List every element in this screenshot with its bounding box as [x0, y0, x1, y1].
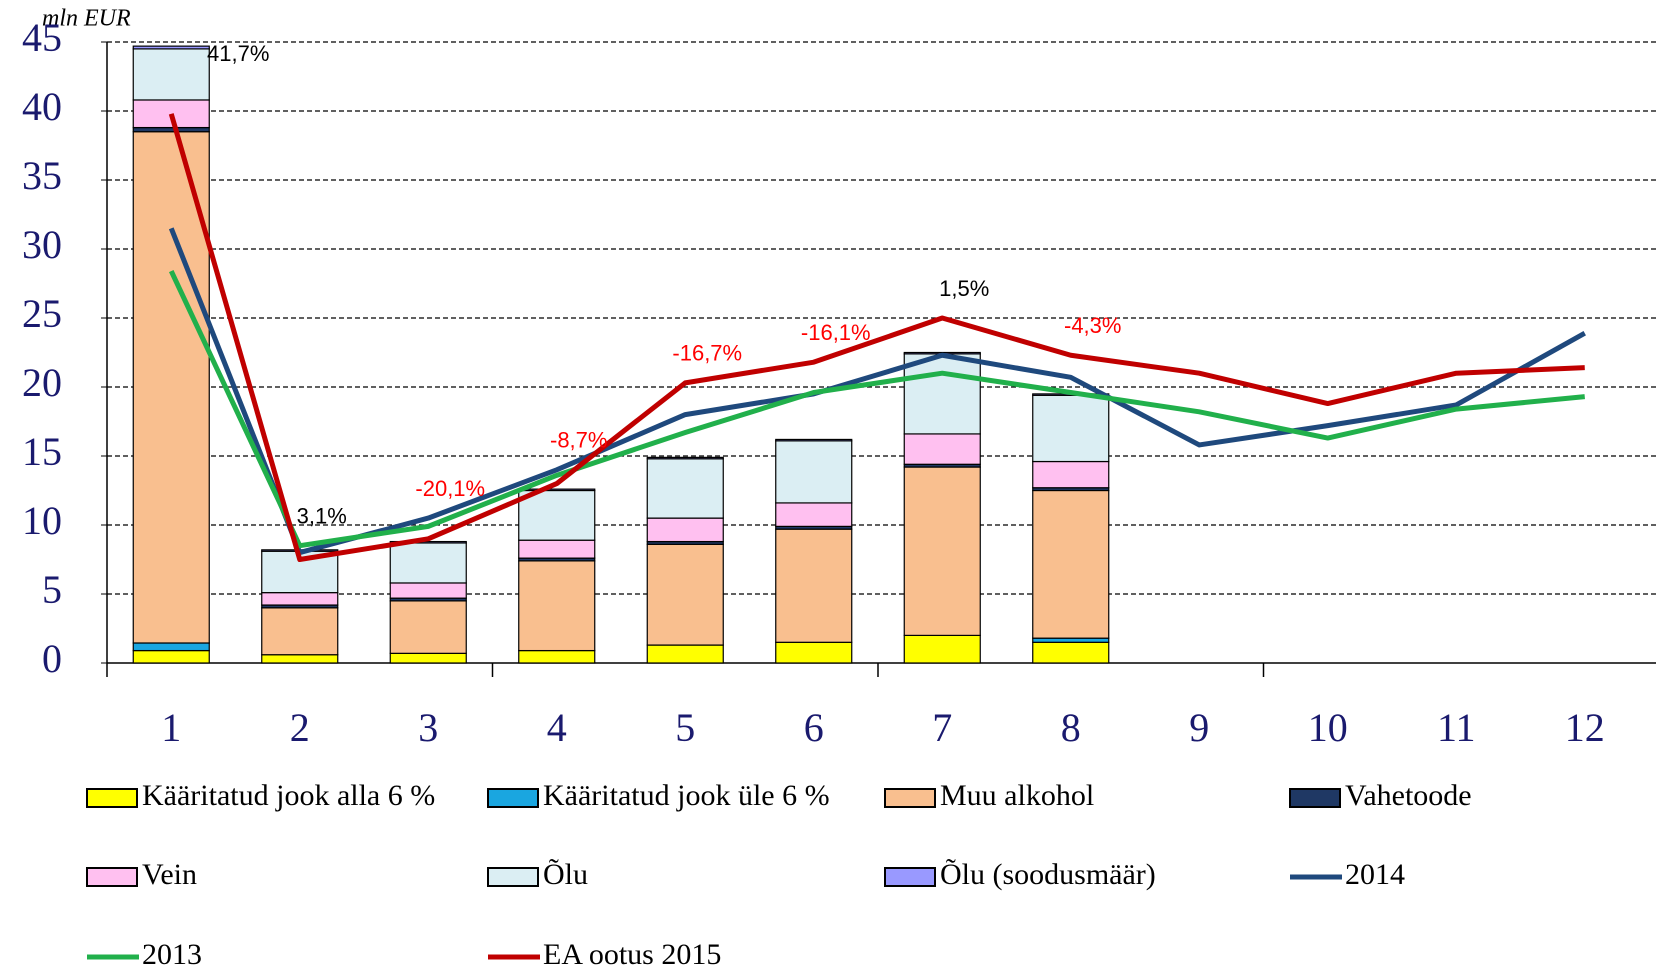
- bar-segment: [646, 456, 724, 460]
- y-tick-label: 0: [42, 636, 62, 681]
- y-tick-label: 25: [22, 291, 62, 336]
- annotation: -16,1%: [801, 320, 871, 345]
- bar-segment: [389, 540, 467, 544]
- bar-segment: [132, 649, 210, 664]
- y-tick-label: 35: [22, 153, 62, 198]
- bar-segment: [132, 99, 210, 129]
- bar-segment: [389, 652, 467, 664]
- x-tick-label: 4: [547, 705, 567, 750]
- legend-swatch: [1289, 788, 1341, 808]
- bar-segment: [132, 45, 210, 50]
- bar-segment: [261, 592, 339, 606]
- legend-label: Kääritatud jook alla 6 %: [142, 779, 435, 812]
- bar-segment: [903, 466, 981, 637]
- bar-segment: [775, 502, 853, 527]
- x-tick-label: 3: [418, 705, 438, 750]
- bar-segment: [1032, 489, 1110, 639]
- x-tick-label: 5: [675, 705, 695, 750]
- x-tick-label: 9: [1189, 705, 1209, 750]
- legend-swatch: [884, 788, 936, 808]
- bar-segment: [903, 353, 981, 435]
- bar-segment: [261, 607, 339, 656]
- annotation: -20,1%: [415, 476, 485, 501]
- y-tick-label: 30: [22, 222, 62, 267]
- bar-segment: [646, 458, 724, 519]
- annotation: 1,5%: [939, 276, 989, 301]
- line-series: [168, 270, 1585, 549]
- legend-swatch: [487, 788, 539, 808]
- legend-swatch: [86, 867, 138, 887]
- annotation: -16,7%: [672, 341, 742, 366]
- x-tick-label: 6: [804, 705, 824, 750]
- bar-segment: [132, 126, 210, 133]
- bar-segment: [1032, 460, 1110, 489]
- bar-segment: [646, 644, 724, 664]
- x-tick-label: 11: [1437, 705, 1476, 750]
- bar-segment: [1032, 637, 1110, 643]
- y-tick-label: 10: [22, 498, 62, 543]
- legend-label: Vein: [142, 858, 197, 891]
- bar-segment: [389, 600, 467, 654]
- bar-segment: [903, 433, 981, 465]
- x-tick-label: 7: [932, 705, 952, 750]
- y-tick-label: 15: [22, 429, 62, 474]
- bar-segment: [775, 641, 853, 664]
- y-tick-label: 5: [42, 567, 62, 612]
- line-series: [168, 113, 1585, 562]
- legend-label: Kääritatud jook üle 6 %: [543, 779, 830, 812]
- x-tick-label: 12: [1565, 705, 1605, 750]
- x-tick-label: 2: [290, 705, 310, 750]
- bar-segment: [903, 634, 981, 664]
- bar-segment: [389, 542, 467, 584]
- bar-segment: [775, 528, 853, 643]
- bar-segment: [389, 582, 467, 599]
- bar-segment: [518, 488, 596, 492]
- bar-segment: [1032, 394, 1110, 463]
- y-tick-label: 20: [22, 360, 62, 405]
- legend-label: EA ootus 2015: [543, 938, 721, 971]
- bar-segment: [646, 517, 724, 543]
- bar-segment: [518, 489, 596, 541]
- legend-label: Õlu (soodusmäär): [940, 858, 1156, 891]
- bar-segment: [132, 642, 210, 652]
- annotation: -4,3%: [1064, 313, 1121, 338]
- bar-segment: [132, 48, 210, 101]
- bar-segment: [518, 649, 596, 664]
- legend-swatch: [86, 788, 138, 808]
- y-axis-label: mln EUR: [42, 6, 131, 32]
- bar-segment: [518, 560, 596, 652]
- legend-label: Õlu: [543, 858, 588, 891]
- legend-label: Vahetoode: [1345, 779, 1472, 812]
- bar-segment: [132, 131, 210, 644]
- line-series: [168, 227, 1586, 556]
- annotation: 41,7%: [207, 41, 269, 66]
- legend-label: 2014: [1345, 858, 1405, 891]
- bar-segment: [775, 440, 853, 504]
- annotation: 3,1%: [297, 504, 347, 529]
- legend-label: Muu alkohol: [940, 779, 1094, 812]
- y-tick-label: 40: [22, 84, 62, 129]
- annotation: -8,7%: [550, 428, 607, 453]
- x-tick-label: 8: [1061, 705, 1081, 750]
- x-tick-label: 1: [161, 705, 181, 750]
- legend-swatch: [487, 867, 539, 887]
- legend-label: 2013: [142, 938, 202, 971]
- bar-segment: [261, 654, 339, 664]
- bar-segment: [646, 543, 724, 646]
- bar-segment: [1032, 641, 1110, 664]
- x-tick-label: 10: [1308, 705, 1348, 750]
- y-tick-label: 45: [22, 15, 62, 60]
- bar-segment: [518, 539, 596, 559]
- bar-segment: [775, 438, 853, 442]
- legend-swatch: [884, 867, 936, 887]
